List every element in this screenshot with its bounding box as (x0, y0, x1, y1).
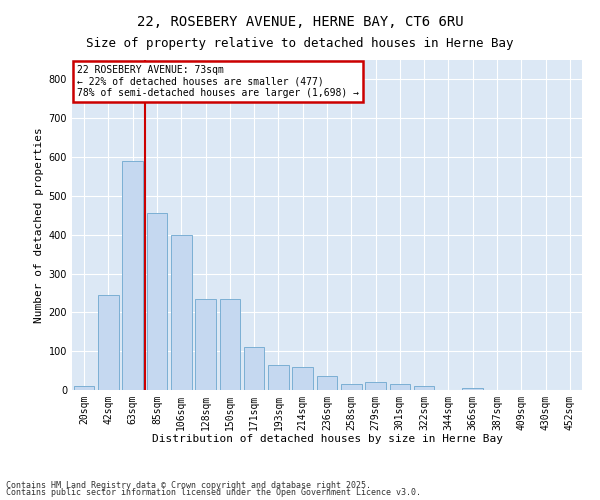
Bar (389, 384, 410, 390)
X-axis label: Distribution of detached houses by size in Herne Bay: Distribution of detached houses by size … (151, 434, 503, 444)
Bar (74, 386, 94, 390)
Bar (463, 388, 483, 390)
Bar (98, 295, 119, 390)
Bar (122, 161, 143, 390)
Bar (317, 376, 337, 390)
Text: Contains HM Land Registry data © Crown copyright and database right 2025.: Contains HM Land Registry data © Crown c… (6, 480, 371, 490)
Bar (171, 234, 191, 390)
Bar (220, 299, 240, 390)
Bar (365, 382, 386, 390)
Bar (341, 384, 362, 390)
Text: Size of property relative to detached houses in Herne Bay: Size of property relative to detached ho… (86, 38, 514, 51)
Y-axis label: Number of detached properties: Number of detached properties (34, 127, 44, 323)
Bar (268, 365, 289, 390)
Bar (414, 386, 434, 390)
Text: Contains public sector information licensed under the Open Government Licence v3: Contains public sector information licen… (6, 488, 421, 497)
Bar (195, 299, 216, 390)
Text: 22, ROSEBERY AVENUE, HERNE BAY, CT6 6RU: 22, ROSEBERY AVENUE, HERNE BAY, CT6 6RU (137, 15, 463, 29)
Bar (244, 348, 265, 390)
Bar (146, 214, 167, 390)
Text: 22 ROSEBERY AVENUE: 73sqm
← 22% of detached houses are smaller (477)
78% of semi: 22 ROSEBERY AVENUE: 73sqm ← 22% of detac… (77, 65, 359, 98)
Bar (292, 366, 313, 390)
